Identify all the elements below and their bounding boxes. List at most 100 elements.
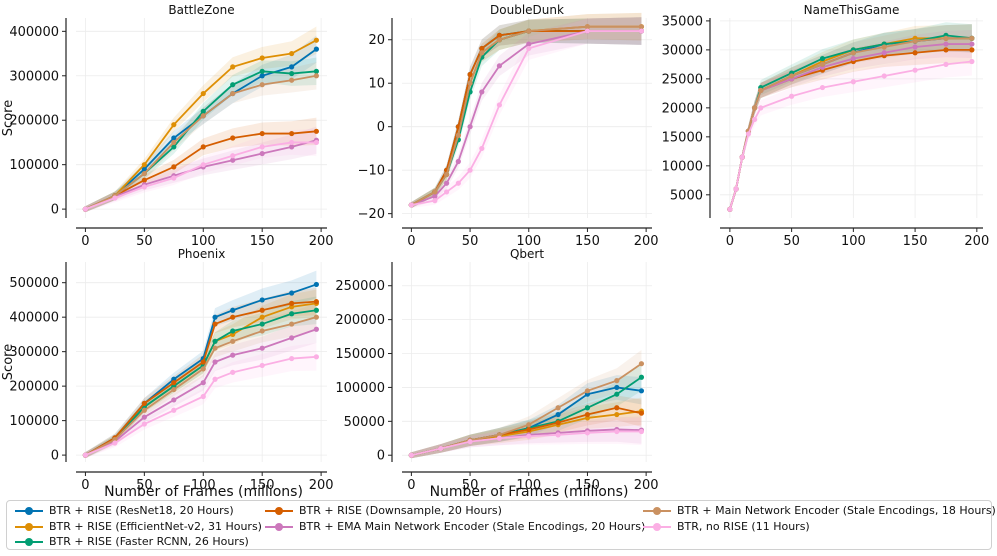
chart-doubledunk: 0 50 100 150 200 −20 −10 0 10 20 DoubleDunk [358, 3, 659, 249]
series-band-btr-rise-faster-rcnn-26-hours [729, 22, 972, 213]
data-point-btr-no-rise-11-hours [141, 184, 147, 190]
data-point-btr-no-rise-11-hours [171, 175, 177, 181]
x-tick-label: 200 [309, 234, 334, 249]
legend-item-btr-no-rise-11-hours: BTR, no RISE (11 Hours) [643, 520, 810, 533]
x-tick-label: 0 [726, 234, 734, 249]
series-band-btr-no-rise-11-hours [411, 17, 642, 208]
data-point-btr-no-rise-11-hours [444, 189, 450, 195]
data-point-btr-main-network-encoder-stale-encodings-18-hours [496, 37, 503, 43]
x-tick-label: 50 [462, 478, 479, 493]
data-point-btr-no-rise-11-hours [555, 432, 561, 438]
data-point-btr-rise-downsample-20-hours [614, 405, 620, 411]
data-point-btr-ema-main-network-encoder-stale-encodings-20-hours [171, 397, 177, 403]
y-tick-label: 20 [368, 33, 385, 48]
data-point-btr-main-network-encoder-stale-encodings-18-hours [467, 80, 473, 86]
data-point-btr-rise-resnet18-20-hours [614, 384, 620, 391]
data-point-btr-no-rise-11-hours [819, 84, 826, 91]
y-tick-label: 250000 [335, 279, 385, 294]
series-line-btr-no-rise-11-hours [411, 30, 642, 206]
data-point-btr-no-rise-11-hours [479, 145, 485, 152]
data-point-btr-rise-downsample-20-hours [638, 410, 645, 416]
data-point-btr-ema-main-network-encoder-stale-encodings-20-hours [141, 414, 147, 420]
series-line-btr-no-rise-11-hours [85, 355, 317, 456]
data-point-btr-rise-faster-rcnn-26-hours [313, 68, 319, 74]
data-point-btr-rise-downsample-20-hours [467, 71, 473, 78]
data-point-btr-rise-efficientnet-v2-31-hours [614, 411, 620, 418]
data-point-btr-no-rise-11-hours [850, 79, 856, 85]
data-point-btr-rise-resnet18-20-hours [212, 314, 218, 320]
data-point-btr-no-rise-11-hours [614, 428, 620, 435]
series-band-btr-main-network-encoder-stale-encodings-18-hours [411, 12, 642, 208]
data-point-btr-main-network-encoder-stale-encodings-18-hours [230, 338, 236, 344]
data-point-btr-rise-downsample-20-hours [200, 359, 206, 365]
data-point-btr-rise-faster-rcnn-26-hours [200, 108, 206, 114]
data-point-btr-main-network-encoder-stale-encodings-18-hours [230, 90, 236, 97]
series-line-btr-rise-downsample-20-hours [84, 300, 317, 456]
data-point-btr-no-rise-11-hours [912, 67, 918, 73]
data-point-btr-ema-main-network-encoder-stale-encodings-20-hours [455, 158, 461, 165]
data-point-btr-rise-faster-rcnn-26-hours [289, 311, 295, 317]
data-point-btr-rise-resnet18-20-hours [141, 166, 147, 172]
data-point-btr-rise-resnet18-20-hours [259, 297, 265, 303]
legend: BTR + RISE (ResNet18, 20 Hours) BTR + RIS… [6, 500, 996, 550]
data-point-btr-rise-faster-rcnn-26-hours [638, 374, 645, 380]
data-point-btr-no-rise-11-hours [171, 407, 177, 413]
legend-swatch [15, 522, 43, 532]
x-tick-label: 50 [462, 234, 479, 249]
data-point-btr-no-rise-11-hours [496, 102, 503, 108]
x-tick-label: 200 [634, 234, 659, 249]
data-point-btr-no-rise-11-hours [943, 61, 949, 67]
data-point-btr-ema-main-network-encoder-stale-encodings-20-hours [230, 352, 236, 358]
data-point-btr-no-rise-11-hours [313, 139, 319, 146]
data-point-btr-rise-efficientnet-v2-31-hours [313, 37, 319, 43]
data-point-btr-main-network-encoder-stale-encodings-18-hours [200, 366, 206, 372]
data-point-btr-rise-downsample-20-hours [943, 47, 949, 53]
legend-item-btr-ema-main-network-encoder-stale-encodings-20-hours: BTR + EMA Main Network Encoder (Stale En… [265, 520, 645, 533]
legend-item-btr-rise-resnet18-20-hours: BTR + RISE (ResNet18, 20 Hours) [15, 504, 234, 517]
y-tick-label: 0 [51, 449, 59, 464]
y-tick-label: 5000 [670, 188, 703, 203]
data-point-btr-main-network-encoder-stale-encodings-18-hours [943, 35, 949, 41]
y-tick-label: 300000 [9, 345, 59, 360]
chart-phoenix: 0 50 100 150 200 0 100000 200000 300000 400000 500… [1, 247, 334, 500]
data-point-btr-rise-downsample-20-hours [259, 307, 265, 313]
data-point-btr-no-rise-11-hours [432, 198, 438, 204]
data-point-btr-main-network-encoder-stale-encodings-18-hours [171, 386, 177, 393]
data-point-btr-no-rise-11-hours [727, 206, 733, 212]
data-point-btr-main-network-encoder-stale-encodings-18-hours [789, 73, 795, 79]
legend-swatch [643, 522, 671, 532]
data-point-btr-rise-downsample-20-hours [230, 314, 236, 320]
data-point-btr-no-rise-11-hours [733, 186, 739, 192]
data-point-btr-main-network-encoder-stale-encodings-18-hours [141, 407, 147, 413]
data-point-btr-rise-resnet18-20-hours [171, 135, 177, 141]
data-point-btr-ema-main-network-encoder-stale-encodings-20-hours [969, 41, 975, 47]
data-point-btr-rise-resnet18-20-hours [230, 307, 236, 313]
y-tick-label: −10 [358, 164, 385, 179]
data-point-btr-rise-faster-rcnn-26-hours [313, 307, 319, 313]
data-point-btr-ema-main-network-encoder-stale-encodings-20-hours [479, 89, 485, 95]
series-band-btr-no-rise-11-hours [85, 128, 317, 213]
data-point-btr-main-network-encoder-stale-encodings-18-hours [289, 77, 295, 83]
data-point-btr-rise-resnet18-20-hours [313, 46, 319, 52]
data-point-btr-main-network-encoder-stale-encodings-18-hours [758, 87, 764, 94]
data-point-btr-ema-main-network-encoder-stale-encodings-20-hours [526, 41, 532, 47]
data-point-btr-ema-main-network-encoder-stale-encodings-20-hours [850, 55, 856, 62]
data-point-btr-main-network-encoder-stale-encodings-18-hours [584, 24, 591, 30]
y-tick-label: 200000 [9, 114, 59, 129]
series-band-btr-no-rise-11-hours [729, 47, 972, 213]
charts-canvas: 0 50 100 150 2000100000200000300000400000Bat… [1, 3, 989, 500]
legend-label: BTR, no RISE (11 Hours) [677, 520, 810, 533]
data-point-btr-no-rise-11-hours [112, 440, 118, 446]
data-point-btr-ema-main-network-encoder-stale-encodings-20-hours [432, 193, 438, 199]
series-band-btr-ema-main-network-encoder-stale-encodings-20-hours [411, 17, 642, 208]
data-point-btr-main-network-encoder-stale-encodings-18-hours [638, 24, 645, 30]
x-tick-label: 150 [250, 234, 275, 249]
y-tick-label: 35000 [662, 14, 703, 29]
data-point-btr-main-network-encoder-stale-encodings-18-hours [432, 189, 438, 195]
data-point-btr-rise-efficientnet-v2-31-hours [171, 122, 177, 128]
data-point-btr-no-rise-11-hours [638, 28, 645, 34]
data-point-btr-main-network-encoder-stale-encodings-18-hours [526, 28, 532, 34]
x-tick-label: 100 [191, 478, 216, 493]
data-point-btr-rise-downsample-20-hours [584, 411, 591, 418]
data-point-btr-main-network-encoder-stale-encodings-18-hours [479, 50, 485, 56]
